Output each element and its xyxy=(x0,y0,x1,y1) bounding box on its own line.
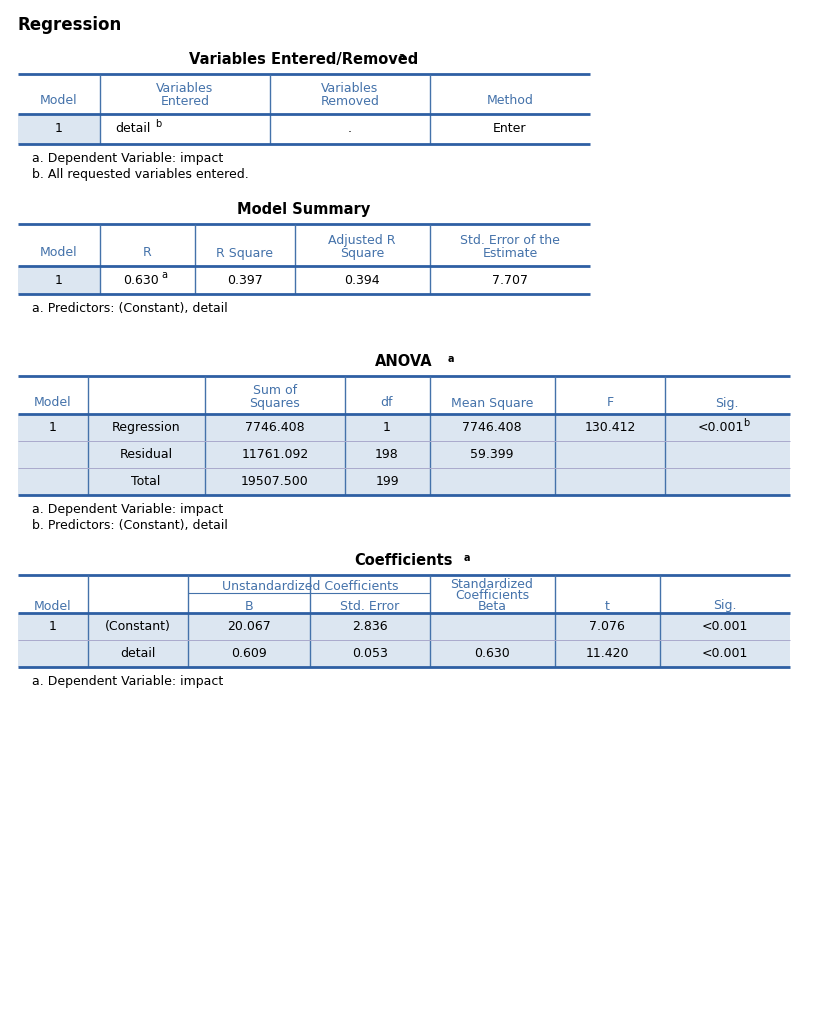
Text: Unstandardized Coefficients: Unstandardized Coefficients xyxy=(222,580,399,593)
Text: Squares: Squares xyxy=(249,397,300,410)
Text: 19507.500: 19507.500 xyxy=(241,475,309,488)
Text: 0.609: 0.609 xyxy=(231,647,267,660)
Text: detail: detail xyxy=(120,647,156,660)
Text: 20.067: 20.067 xyxy=(227,620,271,633)
Text: Regression: Regression xyxy=(18,16,123,34)
Text: 1: 1 xyxy=(55,273,63,287)
Text: <0.001: <0.001 xyxy=(698,421,744,434)
Bar xyxy=(18,441,790,468)
Text: Sig.: Sig. xyxy=(716,396,739,410)
Text: Total: Total xyxy=(131,475,161,488)
Text: Std. Error: Std. Error xyxy=(340,599,399,612)
Bar xyxy=(18,266,100,294)
Text: Model: Model xyxy=(34,599,72,612)
Text: 1: 1 xyxy=(383,421,391,434)
Text: Standardized: Standardized xyxy=(450,578,534,591)
Text: 1: 1 xyxy=(49,421,57,434)
Text: 7746.408: 7746.408 xyxy=(462,421,522,434)
Text: b: b xyxy=(743,418,749,427)
Bar xyxy=(18,414,790,441)
Text: 7746.408: 7746.408 xyxy=(245,421,304,434)
Text: B: B xyxy=(244,599,254,612)
Text: 59.399: 59.399 xyxy=(470,449,514,461)
Text: a: a xyxy=(448,354,455,364)
Text: Coefficients: Coefficients xyxy=(455,589,529,602)
Text: Beta: Beta xyxy=(478,599,506,612)
Text: Model: Model xyxy=(34,396,72,410)
Text: a. Dependent Variable: impact: a. Dependent Variable: impact xyxy=(32,152,224,165)
Text: 11761.092: 11761.092 xyxy=(241,449,309,461)
Text: .: . xyxy=(348,123,352,135)
Text: detail: detail xyxy=(115,123,150,135)
Text: Model: Model xyxy=(40,94,78,108)
Text: 7.707: 7.707 xyxy=(492,273,528,287)
Text: Model Summary: Model Summary xyxy=(238,202,370,217)
Text: Method: Method xyxy=(486,94,534,108)
Text: 7.076: 7.076 xyxy=(589,620,625,633)
Text: 0.053: 0.053 xyxy=(352,647,388,660)
Bar xyxy=(18,640,790,667)
Text: Removed: Removed xyxy=(320,95,379,108)
Text: Estimate: Estimate xyxy=(482,247,538,260)
Text: 199: 199 xyxy=(375,475,399,488)
Text: Residual: Residual xyxy=(119,449,173,461)
Text: 198: 198 xyxy=(375,449,399,461)
Text: 0.630: 0.630 xyxy=(123,273,158,287)
Text: Model: Model xyxy=(40,247,78,259)
Text: a: a xyxy=(161,270,167,280)
Text: R Square: R Square xyxy=(217,247,274,259)
Text: df: df xyxy=(381,396,394,410)
Bar xyxy=(18,114,100,144)
Text: 130.412: 130.412 xyxy=(585,421,636,434)
Text: b. Predictors: (Constant), detail: b. Predictors: (Constant), detail xyxy=(32,519,228,532)
Text: F: F xyxy=(606,396,614,410)
Bar xyxy=(18,468,790,495)
Text: Regression: Regression xyxy=(112,421,180,434)
Text: 0.397: 0.397 xyxy=(227,273,263,287)
Text: t: t xyxy=(605,599,610,612)
Text: Variables: Variables xyxy=(321,82,379,95)
Text: R: R xyxy=(143,247,152,259)
Text: a: a xyxy=(464,553,470,563)
Bar xyxy=(18,613,790,640)
Text: Sum of: Sum of xyxy=(253,384,297,397)
Text: Enter: Enter xyxy=(493,123,527,135)
Text: a. Dependent Variable: impact: a. Dependent Variable: impact xyxy=(32,675,224,688)
Text: Std. Error of the: Std. Error of the xyxy=(460,234,560,247)
Text: Square: Square xyxy=(340,247,384,260)
Text: 1: 1 xyxy=(49,620,57,633)
Text: b. All requested variables entered.: b. All requested variables entered. xyxy=(32,168,249,181)
Text: 11.420: 11.420 xyxy=(585,647,629,660)
Text: Variables: Variables xyxy=(156,82,214,95)
Text: 0.394: 0.394 xyxy=(344,273,379,287)
Text: a. Predictors: (Constant), detail: a. Predictors: (Constant), detail xyxy=(32,302,228,315)
Text: Adjusted R: Adjusted R xyxy=(329,234,396,247)
Text: (Constant): (Constant) xyxy=(105,620,171,633)
Text: <0.001: <0.001 xyxy=(702,647,748,660)
Text: ANOVA: ANOVA xyxy=(375,354,433,369)
Text: Mean Square: Mean Square xyxy=(451,396,533,410)
Text: a. Dependent Variable: impact: a. Dependent Variable: impact xyxy=(32,503,224,516)
Text: 0.630: 0.630 xyxy=(474,647,510,660)
Text: Variables Entered/Removed: Variables Entered/Removed xyxy=(189,52,419,67)
Text: 2.836: 2.836 xyxy=(352,620,388,633)
Text: b: b xyxy=(155,119,161,129)
Text: <0.001: <0.001 xyxy=(702,620,748,633)
Text: Sig.: Sig. xyxy=(713,599,736,612)
Text: Coefficients: Coefficients xyxy=(354,553,453,568)
Text: 1: 1 xyxy=(55,123,63,135)
Text: Entered: Entered xyxy=(160,95,209,108)
Text: a: a xyxy=(399,52,405,62)
